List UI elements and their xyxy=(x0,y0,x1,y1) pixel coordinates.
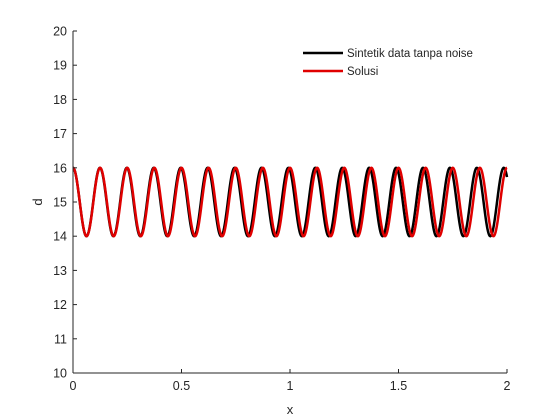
x-tick-label: 2 xyxy=(504,379,511,393)
legend-label-sintetik: Sintetik data tanpa noise xyxy=(347,48,473,60)
y-tick-label: 14 xyxy=(53,230,67,244)
y-ticks: 10 11 12 13 14 15 16 17 18 19 20 xyxy=(53,25,77,381)
y-axis-label: d xyxy=(30,198,45,205)
y-tick-label: 16 xyxy=(53,161,67,175)
x-tick-label: 1 xyxy=(287,379,294,393)
y-tick-label: 15 xyxy=(53,196,67,210)
series-line-solusi xyxy=(72,166,508,238)
x-axis-label: x xyxy=(287,402,294,417)
y-tick-label: 20 xyxy=(53,25,67,39)
legend-label-solusi: Solusi xyxy=(347,66,378,78)
y-tick-label: 13 xyxy=(53,264,67,278)
y-tick-label: 12 xyxy=(53,298,67,312)
plot-area xyxy=(73,31,507,373)
y-tick-label: 18 xyxy=(53,93,67,107)
y-tick-label: 17 xyxy=(53,127,67,141)
x-tick-label: 0 xyxy=(70,379,77,393)
y-tick-label: 19 xyxy=(53,59,67,73)
legend: Sintetik data tanpa noise Solusi xyxy=(303,48,473,78)
y-tick-label: 11 xyxy=(54,332,67,346)
series-layer xyxy=(72,166,509,238)
x-tick-label: 1.5 xyxy=(390,379,407,393)
x-ticks: 0 0.5 1 1.5 2 xyxy=(70,369,511,393)
y-tick-label: 10 xyxy=(53,367,67,381)
x-tick-label: 0.5 xyxy=(173,379,190,393)
